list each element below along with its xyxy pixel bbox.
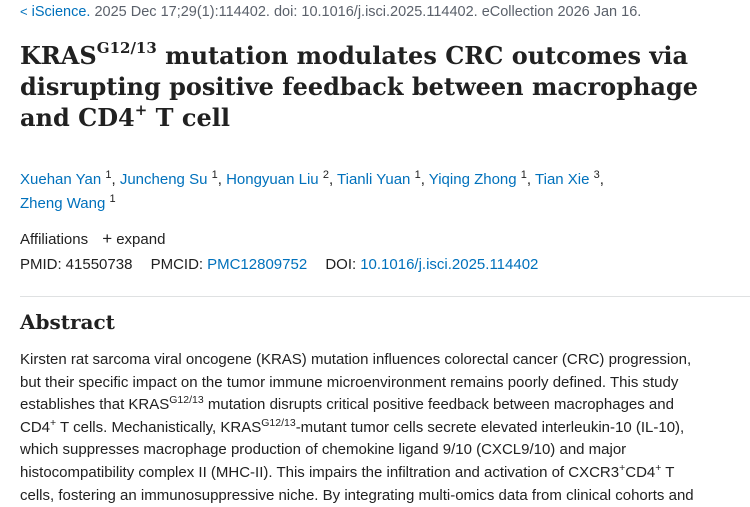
affiliations-label: Affiliations [20, 231, 89, 248]
doi-label: DOI: [325, 256, 357, 273]
section-divider [20, 296, 750, 297]
pmid-label: PMID: [20, 256, 62, 273]
affiliation-number[interactable]: 3 [593, 169, 600, 181]
expand-label: expand [116, 231, 166, 248]
affiliations-row: Affiliations + expand [20, 229, 165, 249]
affiliation-number[interactable]: 1 [105, 169, 112, 181]
title-text: KRAS [20, 41, 97, 70]
abstract-line: but their specific impact on the tumor i… [20, 373, 679, 391]
citation-details: 2025 Dec 17;29(1):114402. doi: 10.1016/j… [94, 4, 642, 20]
abstract-line: histocompatibility complex II (MHC-II). … [20, 461, 675, 481]
pmcid-link[interactable]: PMC12809752 [207, 256, 308, 273]
author-link[interactable]: Juncheng Su [119, 171, 208, 188]
author-link[interactable]: Xuehan Yan [20, 171, 102, 188]
affiliation-number[interactable]: 2 [322, 169, 329, 181]
expand-affiliations-button[interactable]: + expand [102, 229, 166, 248]
author-link[interactable]: Hongyuan Liu [226, 171, 319, 188]
abstract-line: establishes that KRASG12/13 mutation dis… [20, 394, 674, 414]
abstract-line: which suppresses macrophage production o… [20, 441, 627, 459]
title-text: and CD4 [20, 103, 135, 132]
abstract-line: CD4+ T cells. Mechanistically, KRASG12/1… [20, 416, 685, 436]
chevron-left-icon[interactable]: < [20, 4, 28, 19]
abstract-heading: Abstract [20, 310, 115, 334]
affiliation-number[interactable]: 1 [109, 193, 116, 205]
abstract-text: Kirsten rat sarcoma viral oncogene (KRAS… [20, 349, 740, 507]
article-title: KRASG12/13 mutation modulates CRC outcom… [20, 40, 720, 133]
title-text: mutation modulates CRC outcomes via [156, 41, 688, 70]
author-list: Xuehan Yan 1, Juncheng Su 1, Hongyuan Li… [20, 169, 604, 213]
author-link[interactable]: Zheng Wang [20, 195, 106, 212]
citation-line: < iScience. 2025 Dec 17;29(1):114402. doi… [20, 4, 641, 20]
affiliation-number[interactable]: 1 [211, 169, 218, 181]
journal-link[interactable]: iScience. [31, 4, 91, 20]
abstract-line: cells, fostering an immunosuppressive ni… [20, 486, 694, 504]
author-link[interactable]: Tian Xie [535, 171, 590, 188]
title-text: T cell [147, 103, 231, 132]
pmid-value: 41550738 [65, 256, 133, 273]
author-link[interactable]: Tianli Yuan [337, 171, 411, 188]
identifier-row: PMID: 41550738 PMCID: PMC12809752 DOI: 10.1… [20, 256, 538, 273]
title-superscript: + [134, 101, 148, 119]
affiliation-number[interactable]: 1 [520, 169, 527, 181]
author-link[interactable]: Yiqing Zhong [428, 171, 517, 188]
title-text: disrupting positive feedback between mac… [20, 72, 699, 101]
doi-link[interactable]: 10.1016/j.isci.2025.114402 [360, 256, 539, 273]
affiliation-number[interactable]: 1 [414, 169, 421, 181]
pmcid-label: PMCID: [150, 256, 204, 273]
abstract-line: Kirsten rat sarcoma viral oncogene (KRAS… [20, 351, 692, 368]
plus-icon: + [102, 229, 113, 248]
title-superscript: G12/13 [96, 39, 157, 57]
